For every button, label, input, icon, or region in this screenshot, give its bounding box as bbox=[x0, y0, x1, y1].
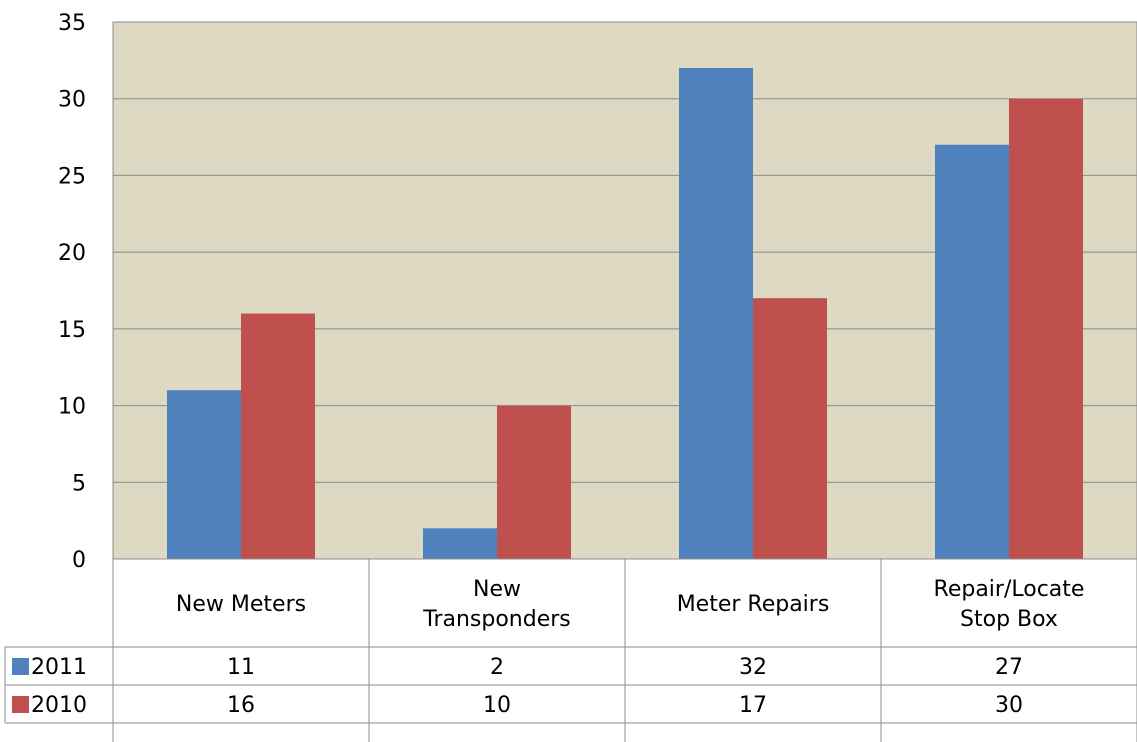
legend-key-2010 bbox=[12, 696, 29, 713]
table-cell: 30 bbox=[995, 693, 1023, 718]
y-axis-ticks: 0 5 10 15 20 25 30 35 bbox=[58, 11, 86, 573]
category-label: New Meters bbox=[176, 592, 306, 617]
legend-label: 2010 bbox=[31, 693, 87, 718]
category-label: Meter Repairs bbox=[677, 592, 830, 617]
y-tick-label: 25 bbox=[58, 164, 86, 189]
y-tick-label: 5 bbox=[72, 471, 86, 496]
y-tick-label: 0 bbox=[72, 548, 86, 573]
y-tick-label: 15 bbox=[58, 318, 86, 343]
bar-2011-3 bbox=[935, 144, 1009, 559]
bar-2010-1 bbox=[497, 405, 571, 559]
bars bbox=[167, 68, 1083, 560]
data-table: New Meters New Transponders Meter Repairs Re… bbox=[4, 558, 1137, 742]
table-cell: 32 bbox=[739, 655, 767, 680]
y-tick-label: 35 bbox=[58, 11, 86, 36]
legend-label: 2011 bbox=[31, 655, 87, 680]
bar-2010-3 bbox=[1009, 98, 1083, 559]
category-label: Repair/Locate bbox=[934, 577, 1085, 602]
bar-2010-0 bbox=[241, 313, 315, 559]
table-cell: 27 bbox=[995, 655, 1023, 680]
category-label: New bbox=[473, 577, 521, 602]
table-cell: 2 bbox=[490, 655, 504, 680]
legend-key-2011 bbox=[12, 658, 29, 675]
table-cell: 16 bbox=[227, 693, 255, 718]
bar-2011-1 bbox=[423, 528, 497, 559]
category-label: Transponders bbox=[422, 607, 571, 632]
bar-2011-0 bbox=[167, 390, 241, 559]
table-cell: 10 bbox=[483, 693, 511, 718]
bar-2010-2 bbox=[753, 298, 827, 559]
y-tick-label: 30 bbox=[58, 88, 86, 113]
bar-2011-2 bbox=[679, 68, 753, 560]
table-cell: 17 bbox=[739, 693, 767, 718]
y-tick-label: 20 bbox=[58, 241, 86, 266]
category-label: Stop Box bbox=[960, 607, 1058, 632]
table-cell: 11 bbox=[227, 655, 255, 680]
y-tick-label: 10 bbox=[58, 395, 86, 420]
